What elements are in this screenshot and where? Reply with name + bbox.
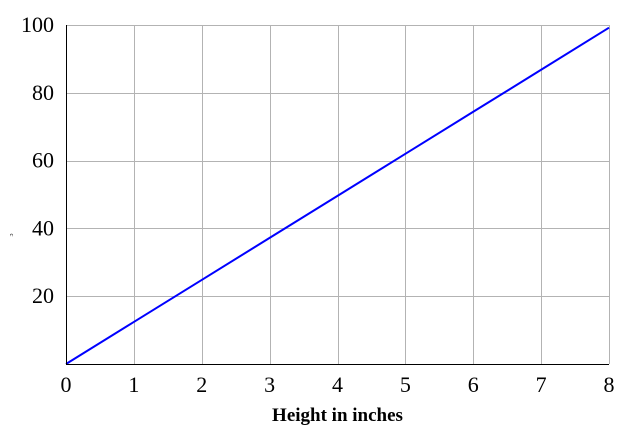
x-tick-label: 6: [468, 372, 479, 397]
axes: [66, 25, 609, 365]
x-tick-label: 5: [400, 372, 411, 397]
y-tick-label: 60: [32, 148, 54, 173]
x-tick-label: 3: [264, 372, 275, 397]
y-tick-labels: 20 40 60 80 100: [21, 12, 54, 308]
x-tick-label: 7: [536, 372, 547, 397]
y-tick-label: 80: [32, 80, 54, 105]
series-line: [65, 26, 610, 365]
x-tick-label: 1: [128, 372, 139, 397]
y-tick-label: 100: [21, 12, 54, 37]
x-tick-labels: 0 1 2 3 4 5 6 7 8: [61, 372, 615, 397]
x-axis-label: Height in inches: [272, 405, 403, 426]
y-tick-label: 20: [32, 283, 54, 308]
y-tick-label: 40: [32, 215, 54, 240]
x-tick-label: 8: [604, 372, 615, 397]
grid: [66, 25, 610, 364]
y-axis-label: ᵓ: [7, 233, 19, 236]
x-tick-label: 4: [332, 372, 343, 397]
x-tick-label: 2: [196, 372, 207, 397]
x-tick-label: 0: [61, 372, 72, 397]
series: [65, 26, 610, 365]
